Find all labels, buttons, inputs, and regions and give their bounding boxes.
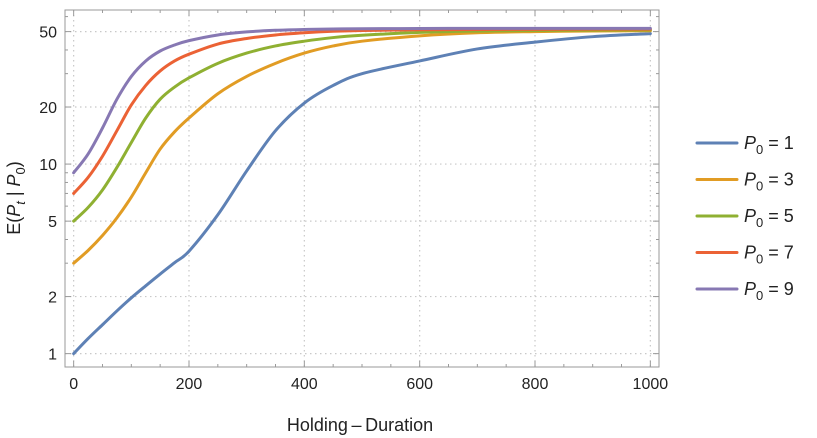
x-tick-label: 600	[406, 376, 433, 393]
legend-item: P0 = 9	[695, 279, 794, 303]
series-line-p0-9	[72, 26, 652, 175]
y-tick-label: 20	[39, 100, 57, 117]
legend-item: P0 = 5	[695, 206, 794, 230]
x-axis-label: Holding – Duration	[287, 415, 433, 435]
y-tick-label: 1	[48, 347, 57, 364]
x-tick-label: 800	[522, 376, 549, 393]
legend-item: P0 = 3	[695, 170, 794, 194]
series-line-p0-7	[72, 27, 652, 195]
grid-lines	[65, 10, 659, 367]
legend-label: P0 = 1	[744, 133, 794, 157]
legend-item: P0 = 7	[695, 243, 794, 267]
series-lines	[72, 26, 652, 356]
x-tick-label: 400	[291, 376, 318, 393]
series-line-p0-5	[72, 28, 652, 223]
x-tick-label: 200	[176, 376, 203, 393]
x-tick-label: 0	[69, 376, 78, 393]
y-tick-label: 2	[48, 290, 57, 307]
y-tick-label: 5	[48, 214, 57, 231]
axis-ticks: 0 200 400 600 800 1000 1 2 5 10 20 50	[39, 10, 668, 393]
legend-label: P0 = 5	[744, 206, 794, 230]
series-line-p0-3	[72, 29, 652, 265]
legend-label: P0 = 3	[744, 170, 794, 194]
y-tick-label: 10	[39, 157, 57, 174]
series-line-p0-1	[72, 32, 652, 356]
y-tick-label: 50	[39, 25, 57, 42]
plot-frame	[64, 9, 660, 368]
legend-label: P0 = 9	[744, 279, 794, 303]
y-axis-label: E(Pt | P0)	[4, 161, 28, 235]
legend-label: P0 = 7	[744, 243, 794, 267]
legend: P0 = 1 P0 = 3 P0 = 5 P0 = 7 P0 = 9	[695, 133, 794, 303]
x-tick-label: 1000	[633, 376, 669, 393]
legend-item: P0 = 1	[695, 133, 794, 157]
